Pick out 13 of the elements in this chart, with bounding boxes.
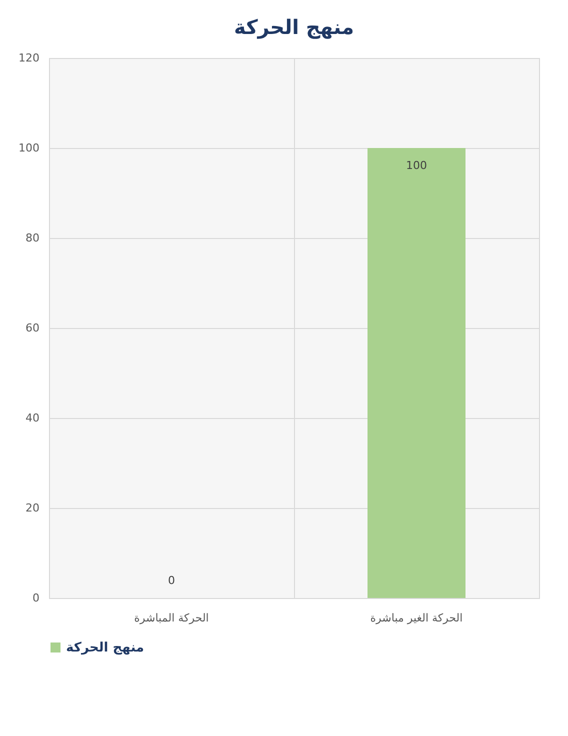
y-tick-label: 40 xyxy=(26,412,40,424)
x-tick-label: الحركة الغير مباشرة xyxy=(370,612,463,624)
y-tick-label: 20 xyxy=(26,502,40,514)
x-tick-label: الحركة المباشرة xyxy=(134,612,209,624)
legend-label: منهج الحركة xyxy=(66,640,144,656)
y-tick-label: 100 xyxy=(18,142,40,154)
chart-title: منهج الحركة xyxy=(234,15,354,39)
y-tick-label: 0 xyxy=(32,592,40,604)
y-tick-label: 60 xyxy=(26,322,40,334)
y-tick-label: 120 xyxy=(18,52,40,64)
y-tick-label: 80 xyxy=(26,232,40,244)
data-label: 100 xyxy=(406,159,427,172)
data-label: 0 xyxy=(168,574,175,587)
